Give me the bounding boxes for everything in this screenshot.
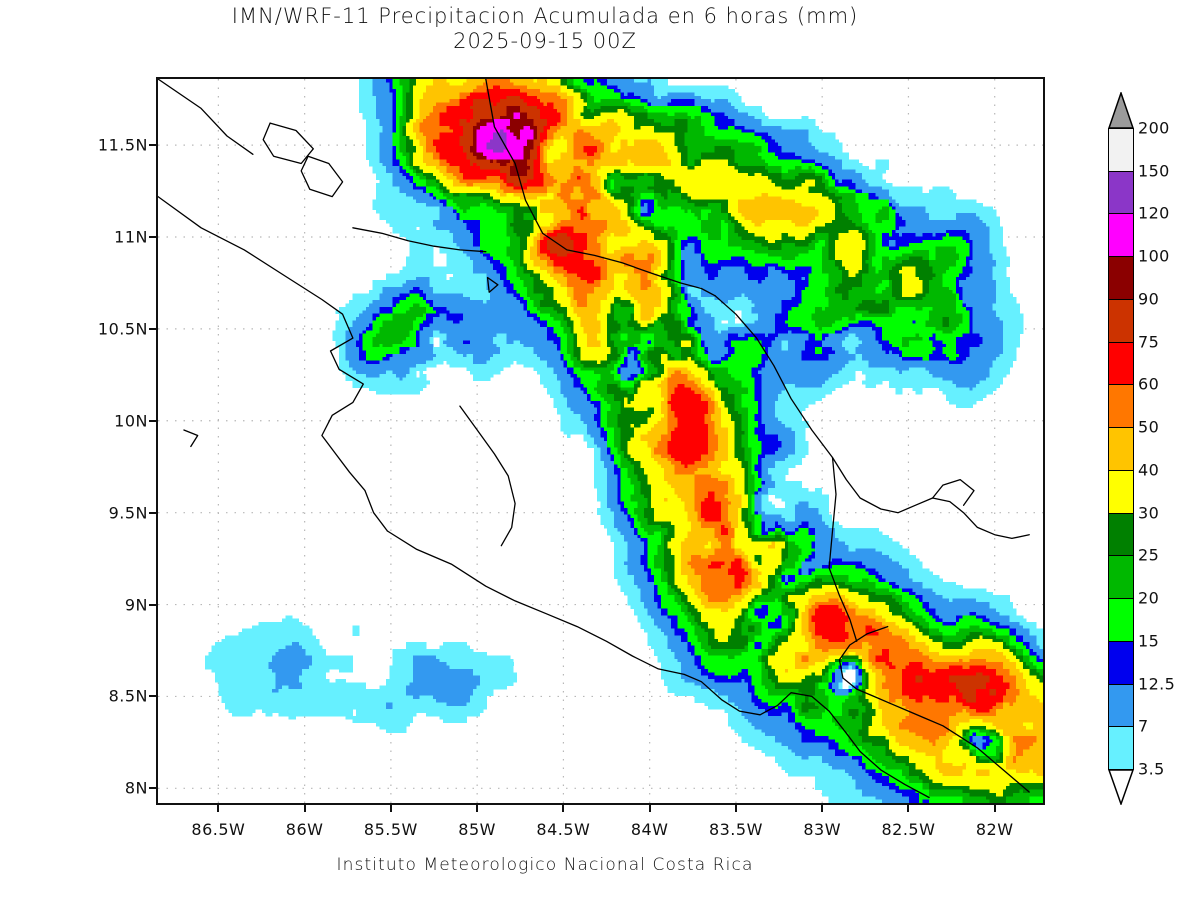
colorbar-tick-label: 15 xyxy=(1138,631,1160,651)
x-axis-tick-label: 82.5W xyxy=(881,820,936,839)
colorbar-extend-top-arrow xyxy=(1107,90,1135,129)
colorbar-tick-label: 12.5 xyxy=(1138,674,1176,694)
x-axis-tick xyxy=(389,805,392,812)
x-axis-tick xyxy=(476,805,479,812)
colorbar-tick-label: 50 xyxy=(1138,417,1160,437)
map-clip xyxy=(158,79,1043,803)
colorbar-segment xyxy=(1108,256,1134,301)
x-axis-tick xyxy=(907,805,910,812)
y-axis-tick xyxy=(149,787,157,790)
x-axis-tick-label: 84W xyxy=(630,820,669,839)
x-axis-tick-label: 83W xyxy=(803,820,842,839)
colorbar-segment xyxy=(1108,555,1134,600)
colorbar-segment xyxy=(1108,170,1134,215)
chart-title: IMN/WRF-11 Precipitacion Acumulada en 6 … xyxy=(231,4,859,28)
y-axis-tick-label: 11.5N xyxy=(97,135,148,155)
x-axis-tick xyxy=(217,805,220,812)
colorbar-tick-label: 7 xyxy=(1138,716,1149,736)
x-axis-tick-label: 85.5W xyxy=(363,820,418,839)
precipitation-map xyxy=(158,79,1043,803)
chart-subtitle: 2025-09-15 00Z xyxy=(453,29,637,53)
y-axis-tick-label: 10N xyxy=(114,411,148,431)
precipitation-field xyxy=(204,79,1043,803)
colorbar-tick-label: 40 xyxy=(1138,460,1160,480)
colorbar-tick-label: 60 xyxy=(1138,374,1160,394)
colorbar-segment xyxy=(1108,128,1134,173)
y-axis-tick-label: 9.5N xyxy=(108,503,148,523)
x-axis-tick-label: 85W xyxy=(458,820,496,839)
x-axis-tick-label: 82W xyxy=(975,820,1014,839)
x-axis-tick xyxy=(734,805,737,812)
y-axis-tick xyxy=(149,144,157,147)
x-axis-tick-label: 86W xyxy=(285,820,324,839)
y-axis-tick-label: 11N xyxy=(114,227,148,247)
x-axis-tick xyxy=(303,805,306,812)
colorbar-tick-label: 3.5 xyxy=(1138,759,1165,779)
x-axis-tick-label: 84.5W xyxy=(536,820,591,839)
colorbar-tick-label: 75 xyxy=(1138,332,1160,352)
y-axis-tick-label: 8.5N xyxy=(108,686,148,706)
colorbar-segment xyxy=(1108,726,1134,771)
footer-credit: Instituto Meteorologico Nacional Costa R… xyxy=(336,855,754,875)
y-axis-tick-label: 9N xyxy=(124,595,148,615)
colorbar-tick-label: 120 xyxy=(1138,203,1170,223)
y-axis-tick xyxy=(149,236,157,239)
map-plot-area xyxy=(156,77,1045,805)
y-axis-tick-label: 10.5N xyxy=(97,319,148,339)
x-axis-tick xyxy=(993,805,996,812)
colorbar-tick-label: 90 xyxy=(1138,289,1160,309)
x-axis-tick-label: 86.5W xyxy=(191,820,246,839)
colorbar-tick-label: 30 xyxy=(1138,503,1160,523)
x-axis-tick xyxy=(562,805,565,812)
chart-title-block: IMN/WRF-11 Precipitacion Acumulada en 6 … xyxy=(0,4,1090,54)
y-axis-tick-label: 8N xyxy=(124,778,148,798)
y-axis-tick xyxy=(149,327,157,330)
colorbar-segment xyxy=(1108,341,1134,386)
coastlines xyxy=(158,79,1030,799)
colorbar-segment xyxy=(1108,213,1134,258)
colorbar-segment xyxy=(1108,469,1134,515)
colorbar-tick-label: 25 xyxy=(1138,545,1160,565)
colorbar-tick-label: 200 xyxy=(1138,118,1170,138)
colorbar-segment xyxy=(1108,598,1134,643)
colorbar-segment xyxy=(1108,512,1134,557)
y-axis-tick xyxy=(149,511,157,514)
x-axis-tick-label: 83.5W xyxy=(708,820,763,839)
colorbar-segment xyxy=(1108,298,1134,344)
colorbar-segment xyxy=(1108,640,1134,686)
y-axis-tick xyxy=(149,695,157,698)
colorbar-tick-label: 150 xyxy=(1138,161,1170,181)
y-axis-tick xyxy=(149,419,157,422)
x-axis-tick xyxy=(648,805,651,812)
colorbar-segment xyxy=(1108,384,1134,429)
colorbar-segment xyxy=(1108,683,1134,728)
colorbar-tick-label: 100 xyxy=(1138,246,1170,266)
colorbar-tick-label: 20 xyxy=(1138,588,1160,608)
colorbar-extend-bottom-arrow xyxy=(1107,769,1135,807)
x-axis-tick xyxy=(821,805,824,812)
colorbar xyxy=(1107,90,1135,807)
colorbar-segment xyxy=(1108,427,1134,472)
y-axis-tick xyxy=(149,603,157,606)
